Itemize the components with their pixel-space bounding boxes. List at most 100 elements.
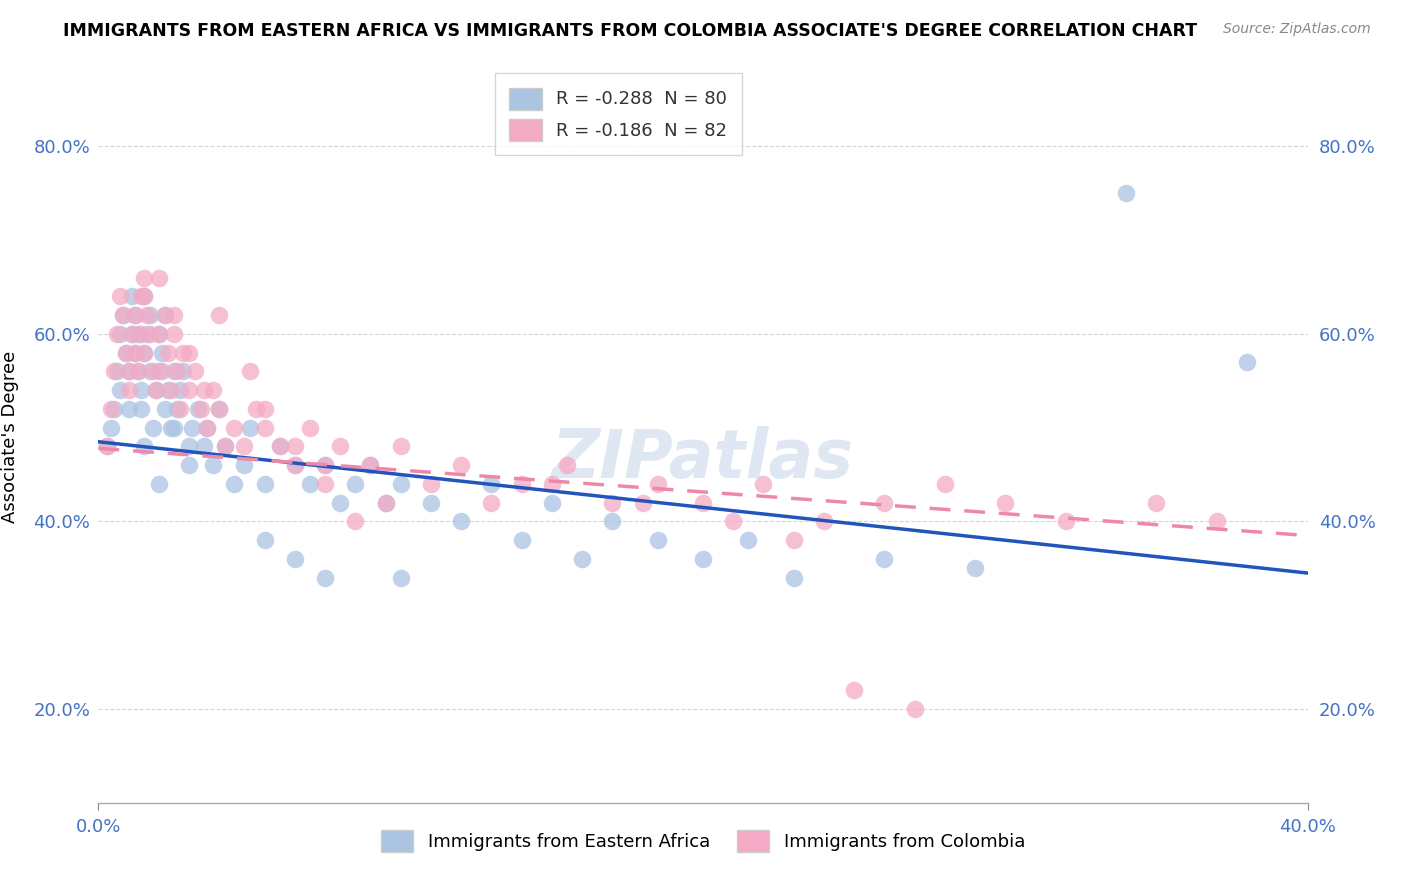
Point: [118, 364, 141, 378]
Point: [737, 533, 759, 548]
Point: [540, 496, 562, 510]
Point: [314, 458, 336, 473]
Point: [994, 496, 1017, 510]
Point: [239, 420, 262, 434]
Point: [179, 458, 201, 473]
Point: [873, 552, 896, 566]
Point: [329, 496, 352, 510]
Point: [142, 420, 165, 434]
Point: [114, 345, 136, 359]
Point: [190, 401, 212, 416]
Point: [360, 458, 382, 473]
Point: [193, 383, 215, 397]
Point: [108, 289, 131, 303]
Point: [132, 345, 155, 359]
Point: [121, 326, 143, 341]
Point: [224, 477, 246, 491]
Point: [124, 308, 146, 322]
Point: [245, 401, 267, 416]
Point: [100, 420, 122, 434]
Point: [692, 552, 714, 566]
Legend: Immigrants from Eastern Africa, Immigrants from Colombia: Immigrants from Eastern Africa, Immigran…: [374, 823, 1032, 860]
Point: [214, 440, 236, 454]
Point: [100, 401, 122, 416]
Point: [450, 515, 472, 529]
Point: [344, 515, 367, 529]
Point: [813, 515, 835, 529]
Point: [1054, 515, 1077, 529]
Point: [723, 515, 745, 529]
Point: [202, 458, 225, 473]
Point: [142, 364, 165, 378]
Point: [783, 533, 806, 548]
Point: [148, 326, 170, 341]
Y-axis label: Associate's Degree: Associate's Degree: [1, 351, 20, 524]
Point: [208, 401, 231, 416]
Point: [692, 496, 714, 510]
Point: [239, 364, 262, 378]
Point: [193, 440, 215, 454]
Point: [114, 345, 136, 359]
Point: [195, 420, 218, 434]
Point: [374, 496, 396, 510]
Point: [179, 345, 201, 359]
Point: [103, 364, 125, 378]
Point: [169, 383, 191, 397]
Point: [904, 702, 927, 716]
Point: [160, 383, 183, 397]
Point: [150, 345, 173, 359]
Point: [481, 477, 503, 491]
Point: [299, 477, 322, 491]
Point: [163, 308, 186, 322]
Point: [145, 383, 167, 397]
Point: [374, 496, 396, 510]
Point: [153, 401, 176, 416]
Point: [269, 440, 291, 454]
Point: [132, 289, 155, 303]
Point: [179, 440, 201, 454]
Point: [148, 326, 170, 341]
Point: [314, 571, 336, 585]
Point: [132, 289, 155, 303]
Point: [121, 326, 143, 341]
Point: [555, 458, 578, 473]
Point: [105, 326, 128, 341]
Point: [314, 458, 336, 473]
Point: [420, 477, 443, 491]
Point: [169, 401, 191, 416]
Point: [121, 289, 143, 303]
Point: [156, 345, 179, 359]
Point: [269, 440, 291, 454]
Point: [108, 326, 131, 341]
Point: [360, 458, 382, 473]
Point: [127, 326, 149, 341]
Point: [232, 458, 254, 473]
Point: [129, 383, 152, 397]
Point: [602, 515, 624, 529]
Point: [389, 571, 412, 585]
Point: [172, 345, 194, 359]
Point: [124, 345, 146, 359]
Point: [148, 477, 170, 491]
Point: [139, 326, 162, 341]
Point: [129, 326, 152, 341]
Point: [1236, 355, 1258, 369]
Point: [153, 308, 176, 322]
Point: [571, 552, 593, 566]
Point: [145, 383, 167, 397]
Point: [132, 440, 155, 454]
Point: [510, 533, 533, 548]
Point: [96, 440, 118, 454]
Point: [195, 420, 218, 434]
Point: [284, 440, 307, 454]
Point: [96, 440, 118, 454]
Point: [232, 440, 254, 454]
Point: [163, 326, 186, 341]
Point: [284, 458, 307, 473]
Point: [253, 477, 276, 491]
Point: [124, 345, 146, 359]
Point: [139, 364, 162, 378]
Point: [163, 364, 186, 378]
Point: [844, 683, 866, 698]
Point: [647, 533, 669, 548]
